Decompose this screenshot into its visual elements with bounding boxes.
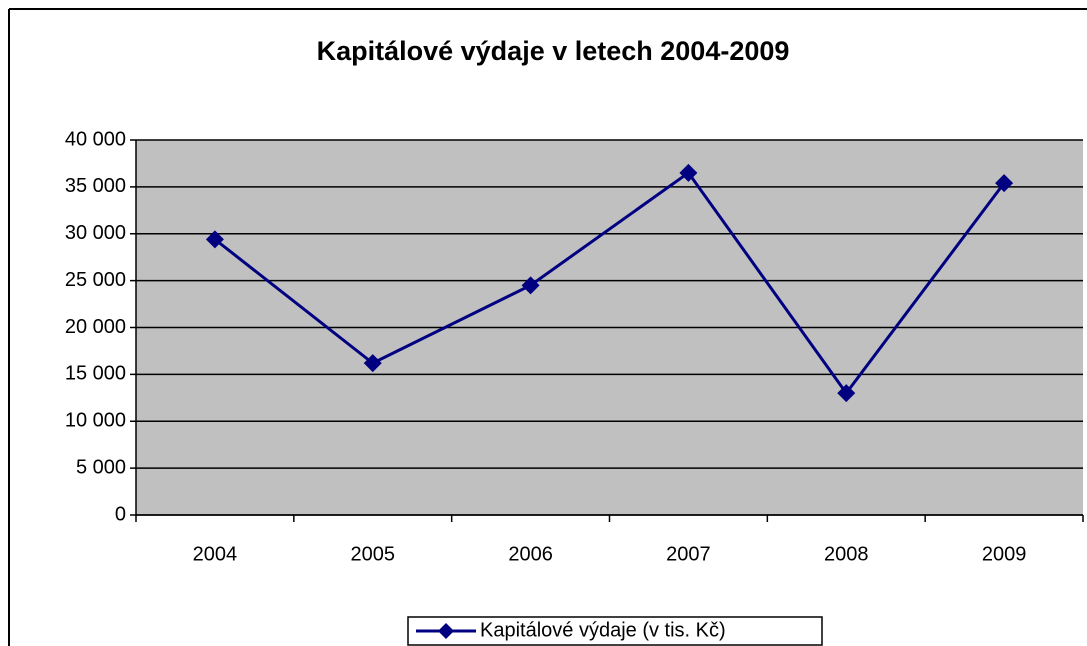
- data-point: [205, 230, 224, 249]
- y-tick-label: 35 000: [65, 175, 126, 197]
- y-tick-label: 20 000: [65, 316, 126, 338]
- data-point: [995, 174, 1014, 193]
- y-tick-label: 30 000: [65, 222, 126, 244]
- data-point: [521, 276, 540, 295]
- y-tick-label: 40 000: [65, 128, 126, 150]
- legend-label: Kapitálové výdaje (v tis. Kč): [480, 619, 726, 641]
- x-tick-label: 2005: [351, 543, 396, 565]
- data-point: [679, 163, 698, 182]
- x-tick-label: 2004: [193, 543, 238, 565]
- series-line: [213, 170, 1006, 396]
- legend-marker: [438, 623, 454, 639]
- x-tick-label: 2009: [982, 543, 1027, 565]
- y-tick-label: 25 000: [65, 269, 126, 291]
- y-tick-label: 10 000: [65, 410, 126, 432]
- x-tick-label: 2008: [824, 543, 869, 565]
- x-tick-label: 2007: [666, 543, 711, 565]
- chart-title: Kapitálové výdaje v letech 2004-2009: [317, 36, 790, 66]
- y-tick-label: 0: [115, 503, 126, 525]
- x-tick-label: 2006: [508, 543, 553, 565]
- legend-box: [407, 616, 823, 646]
- y-tick-label: 15 000: [65, 363, 126, 385]
- data-point: [837, 384, 856, 403]
- y-tick-label: 5 000: [76, 456, 126, 478]
- data-point: [363, 354, 382, 373]
